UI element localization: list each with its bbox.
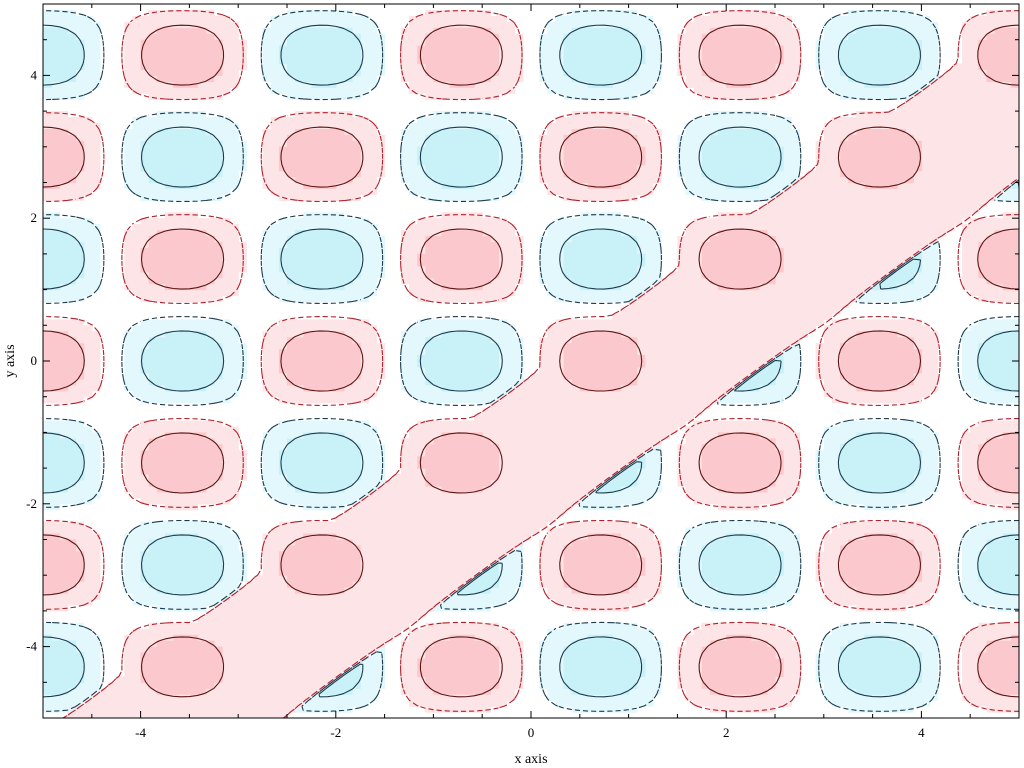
x-axis-label: x axis — [514, 752, 547, 767]
axis-tick-labels: -4 -2 0 2 4 -4 -2 0 2 4 — [26, 67, 925, 740]
contour-line-level-pos0_2 — [43, 10, 1019, 718]
contour-fill — [43, 9, 1019, 718]
fill-positive-light — [43, 9, 1019, 718]
x-tick-label: 2 — [723, 725, 730, 740]
contour-line-level-pos0_6 — [43, 24, 1019, 698]
axis-ticks — [42, 3, 1020, 719]
x-tick-label: 0 — [528, 725, 535, 740]
x-tick-label: -2 — [330, 725, 341, 740]
y-tick-label: 2 — [31, 210, 38, 225]
contour-layer — [43, 9, 1019, 718]
y-axis-label: y axis — [3, 344, 18, 377]
y-tick-label: 4 — [31, 67, 38, 82]
y-tick-label: 0 — [31, 353, 38, 368]
contour-line-level-neg0_6 — [43, 24, 1019, 698]
fill-negative-light — [43, 9, 1019, 713]
y-tick-label: -2 — [26, 496, 37, 511]
contour-line-level-neg0_2 — [43, 10, 1019, 712]
x-tick-label: 4 — [918, 725, 925, 740]
y-tick-label: -4 — [26, 639, 37, 654]
x-tick-label: -4 — [135, 725, 146, 740]
